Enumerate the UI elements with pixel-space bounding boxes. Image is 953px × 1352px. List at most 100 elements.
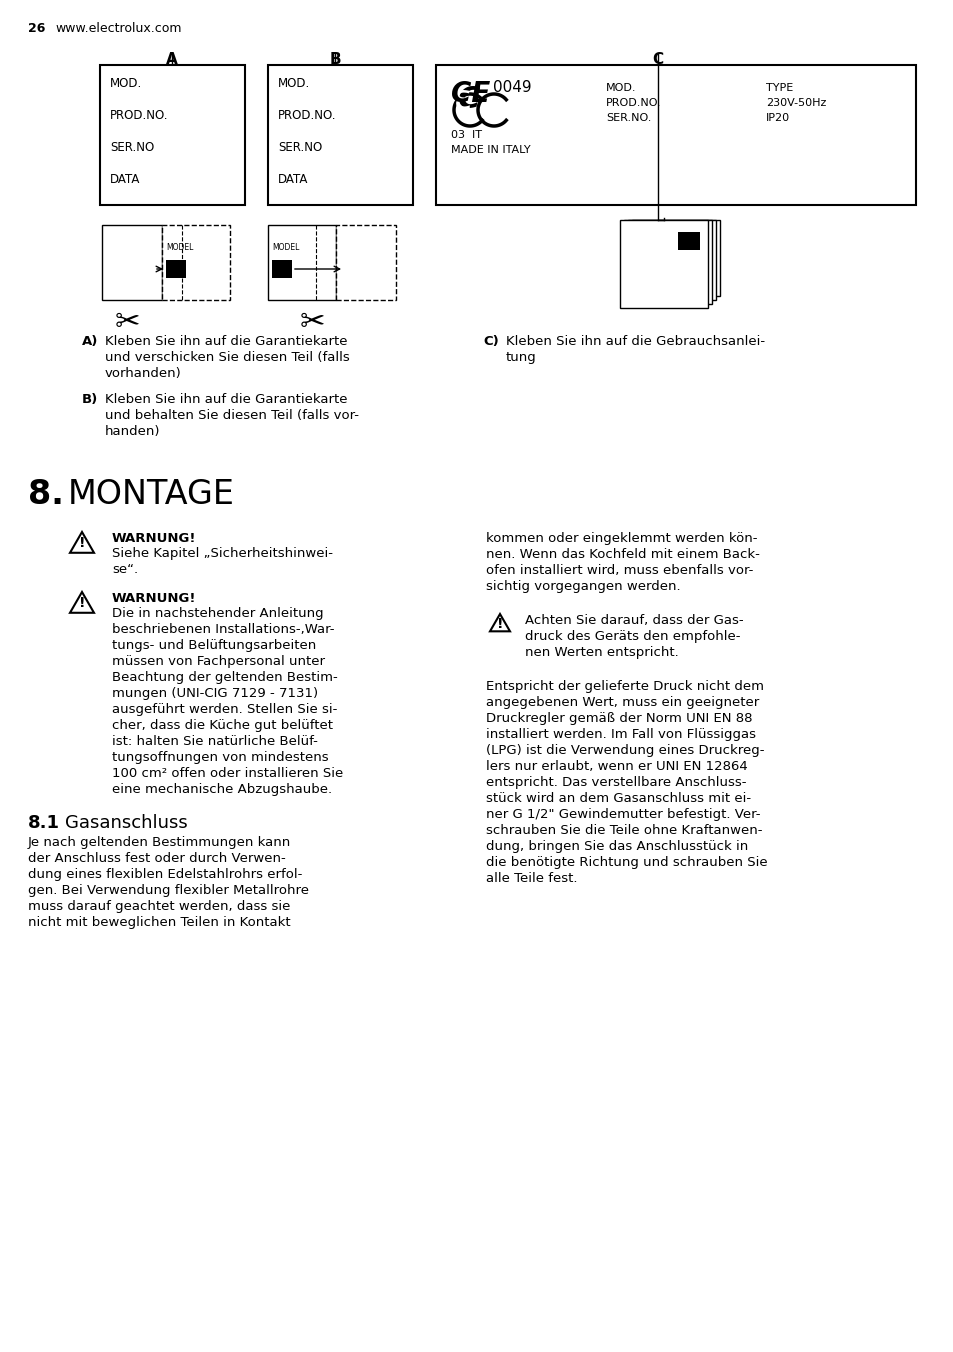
Bar bbox=[627, 220, 716, 300]
Bar bbox=[166, 260, 186, 279]
Text: Die in nachstehender Anleitung: Die in nachstehender Anleitung bbox=[112, 607, 323, 621]
Text: schrauben Sie die Teile ohne Kraftanwen-: schrauben Sie die Teile ohne Kraftanwen- bbox=[485, 823, 761, 837]
Text: MODEL: MODEL bbox=[166, 243, 193, 251]
Text: SER.NO.: SER.NO. bbox=[605, 114, 651, 123]
Text: stück wird an dem Gasanschluss mit ei-: stück wird an dem Gasanschluss mit ei- bbox=[485, 792, 750, 804]
Text: www.electrolux.com: www.electrolux.com bbox=[55, 22, 181, 35]
Text: IP20: IP20 bbox=[765, 114, 789, 123]
Text: SER.NO: SER.NO bbox=[277, 141, 322, 154]
Text: beschriebenen Installations-,War-: beschriebenen Installations-,War- bbox=[112, 623, 335, 635]
Text: TYPE: TYPE bbox=[765, 82, 792, 93]
Text: mungen (UNI-CIG 7129 - 7131): mungen (UNI-CIG 7129 - 7131) bbox=[112, 687, 317, 700]
Bar bbox=[436, 65, 915, 206]
Bar bbox=[619, 220, 707, 308]
Text: und behalten Sie diesen Teil (falls vor-: und behalten Sie diesen Teil (falls vor- bbox=[105, 410, 358, 422]
Text: nen. Wenn das Kochfeld mit einem Back-: nen. Wenn das Kochfeld mit einem Back- bbox=[485, 548, 760, 561]
Bar bbox=[162, 224, 230, 300]
Bar bbox=[272, 260, 292, 279]
Text: 100 cm² offen oder installieren Sie: 100 cm² offen oder installieren Sie bbox=[112, 767, 343, 780]
Text: ε: ε bbox=[454, 82, 472, 116]
Text: Achten Sie darauf, dass der Gas-: Achten Sie darauf, dass der Gas- bbox=[524, 614, 742, 627]
Text: müssen von Fachpersonal unter: müssen von Fachpersonal unter bbox=[112, 654, 325, 668]
Text: MOD.: MOD. bbox=[110, 77, 142, 91]
Text: ✂: ✂ bbox=[114, 308, 139, 337]
Text: WARNUNG!: WARNUNG! bbox=[112, 531, 196, 545]
Text: 0049: 0049 bbox=[493, 80, 531, 95]
Text: Gasanschluss: Gasanschluss bbox=[65, 814, 188, 831]
Bar bbox=[631, 220, 720, 296]
Text: B: B bbox=[329, 51, 340, 68]
Text: ner G 1/2" Gewindemutter befestigt. Ver-: ner G 1/2" Gewindemutter befestigt. Ver- bbox=[485, 808, 760, 821]
Text: druck des Geräts den empfohle-: druck des Geräts den empfohle- bbox=[524, 630, 740, 644]
Text: handen): handen) bbox=[105, 425, 160, 438]
Text: !: ! bbox=[79, 537, 85, 550]
Text: Druckregler gemäß der Norm UNI EN 88: Druckregler gemäß der Norm UNI EN 88 bbox=[485, 713, 752, 725]
Text: kommen oder eingeklemmt werden kön-: kommen oder eingeklemmt werden kön- bbox=[485, 531, 757, 545]
Bar bbox=[335, 224, 395, 300]
Text: A: A bbox=[166, 51, 177, 68]
Text: DATA: DATA bbox=[277, 173, 308, 187]
Text: C): C) bbox=[482, 335, 498, 347]
Text: Je nach geltenden Bestimmungen kann: Je nach geltenden Bestimmungen kann bbox=[28, 836, 291, 849]
Text: MADE IN ITALY: MADE IN ITALY bbox=[451, 145, 530, 155]
Text: 8.1: 8.1 bbox=[28, 814, 60, 831]
Text: cher, dass die Küche gut belüftet: cher, dass die Küche gut belüftet bbox=[112, 719, 333, 731]
Text: Kleben Sie ihn auf die Garantiekarte: Kleben Sie ihn auf die Garantiekarte bbox=[105, 335, 347, 347]
Text: Beachtung der geltenden Bestim-: Beachtung der geltenden Bestim- bbox=[112, 671, 337, 684]
Text: MOD.: MOD. bbox=[277, 77, 310, 91]
Text: nen Werten entspricht.: nen Werten entspricht. bbox=[524, 646, 678, 658]
Bar bbox=[100, 65, 245, 206]
Bar bbox=[102, 224, 162, 300]
Text: Kleben Sie ihn auf die Gebrauchsanlei-: Kleben Sie ihn auf die Gebrauchsanlei- bbox=[505, 335, 764, 347]
Text: 230V-50Hz: 230V-50Hz bbox=[765, 97, 825, 108]
Text: MONTAGE: MONTAGE bbox=[68, 479, 234, 511]
Text: PROD.NO.: PROD.NO. bbox=[605, 97, 661, 108]
Text: B): B) bbox=[82, 393, 98, 406]
Text: Entspricht der gelieferte Druck nicht dem: Entspricht der gelieferte Druck nicht de… bbox=[485, 680, 763, 694]
Text: sichtig vorgegangen werden.: sichtig vorgegangen werden. bbox=[485, 580, 679, 594]
Text: dung, bringen Sie das Anschlusstück in: dung, bringen Sie das Anschlusstück in bbox=[485, 840, 747, 853]
Text: die benötigte Richtung und schrauben Sie: die benötigte Richtung und schrauben Sie bbox=[485, 856, 767, 869]
Text: !: ! bbox=[497, 617, 503, 630]
Text: alle Teile fest.: alle Teile fest. bbox=[485, 872, 577, 886]
Text: entspricht. Das verstellbare Anschluss-: entspricht. Das verstellbare Anschluss- bbox=[485, 776, 745, 790]
Text: C: C bbox=[652, 51, 663, 68]
Text: 8.: 8. bbox=[28, 479, 64, 511]
Text: gen. Bei Verwendung flexibler Metallrohre: gen. Bei Verwendung flexibler Metallrohr… bbox=[28, 884, 309, 896]
Text: DATA: DATA bbox=[110, 173, 140, 187]
Text: tungs- und Belüftungsarbeiten: tungs- und Belüftungsarbeiten bbox=[112, 639, 315, 652]
Text: angegebenen Wert, muss ein geeigneter: angegebenen Wert, muss ein geeigneter bbox=[485, 696, 759, 708]
Text: Siehe Kapitel „Sicherheitshinwei-: Siehe Kapitel „Sicherheitshinwei- bbox=[112, 548, 333, 560]
Text: nicht mit beweglichen Teilen in Kontakt: nicht mit beweglichen Teilen in Kontakt bbox=[28, 917, 291, 929]
Text: ✂: ✂ bbox=[299, 308, 324, 337]
Text: 26: 26 bbox=[28, 22, 46, 35]
Text: SER.NO: SER.NO bbox=[110, 141, 154, 154]
Text: A): A) bbox=[82, 335, 98, 347]
Bar bbox=[678, 233, 700, 250]
Text: eine mechanische Abzugshaube.: eine mechanische Abzugshaube. bbox=[112, 783, 332, 796]
Text: se“.: se“. bbox=[112, 562, 138, 576]
Text: PROD.NO.: PROD.NO. bbox=[277, 110, 336, 122]
Text: (LPG) ist die Verwendung eines Druckreg-: (LPG) ist die Verwendung eines Druckreg- bbox=[485, 744, 763, 757]
Text: dung eines flexiblen Edelstahlrohrs erfol-: dung eines flexiblen Edelstahlrohrs erfo… bbox=[28, 868, 302, 882]
Text: MODEL: MODEL bbox=[272, 243, 299, 251]
Text: MOD.: MOD. bbox=[605, 82, 636, 93]
Bar bbox=[268, 65, 413, 206]
Text: tungsoffnungen von mindestens: tungsoffnungen von mindestens bbox=[112, 750, 328, 764]
Text: WARNUNG!: WARNUNG! bbox=[112, 592, 196, 604]
Bar bbox=[268, 224, 335, 300]
Text: ofen installiert wird, muss ebenfalls vor-: ofen installiert wird, muss ebenfalls vo… bbox=[485, 564, 753, 577]
Text: CE: CE bbox=[451, 80, 490, 108]
Text: muss darauf geachtet werden, dass sie: muss darauf geachtet werden, dass sie bbox=[28, 900, 290, 913]
Text: 03  IT: 03 IT bbox=[451, 130, 481, 141]
Text: installiert werden. Im Fall von Flüssiggas: installiert werden. Im Fall von Flüssigg… bbox=[485, 727, 755, 741]
Text: vorhanden): vorhanden) bbox=[105, 366, 182, 380]
Text: der Anschluss fest oder durch Verwen-: der Anschluss fest oder durch Verwen- bbox=[28, 852, 286, 865]
Text: C: C bbox=[457, 85, 480, 114]
Text: Kleben Sie ihn auf die Garantiekarte: Kleben Sie ihn auf die Garantiekarte bbox=[105, 393, 347, 406]
Text: !: ! bbox=[79, 596, 85, 611]
Bar bbox=[623, 220, 711, 304]
Text: lers nur erlaubt, wenn er UNI EN 12864: lers nur erlaubt, wenn er UNI EN 12864 bbox=[485, 760, 747, 773]
Text: PROD.NO.: PROD.NO. bbox=[110, 110, 169, 122]
Text: und verschicken Sie diesen Teil (falls: und verschicken Sie diesen Teil (falls bbox=[105, 352, 350, 364]
